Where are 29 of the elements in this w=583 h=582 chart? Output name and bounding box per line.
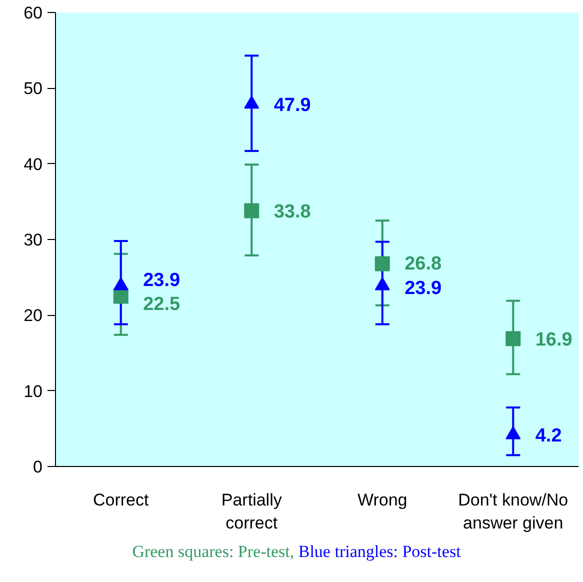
x-tick-label: Wrong: [357, 490, 408, 510]
data-label: 47.9: [274, 95, 311, 116]
y-tick-label: 40: [24, 154, 43, 174]
y-tick-label: 0: [33, 458, 43, 476]
x-tick-label: Partially correct: [221, 490, 282, 532]
point: [506, 426, 521, 440]
point: [244, 95, 260, 109]
data-label: 33.8: [274, 202, 311, 223]
data-label: 23.9: [143, 270, 180, 291]
point: [244, 203, 260, 218]
data-label: 16.9: [535, 330, 572, 351]
point: [374, 277, 390, 290]
y-tick-label: 10: [24, 382, 43, 401]
y-tick-label: 30: [24, 230, 43, 250]
point: [506, 331, 521, 346]
data-label: 4.2: [535, 426, 562, 447]
x-tick-label: Correct: [93, 490, 150, 510]
point: [374, 256, 390, 272]
data-label: 26.8: [404, 254, 442, 275]
point: [113, 277, 128, 290]
data-label: 22.5: [143, 294, 181, 316]
text: Green squares: Pre-test,: [132, 542, 294, 561]
y-tick-label: 50: [24, 79, 43, 98]
point: [113, 288, 128, 304]
text: Blue triangles: Post-test: [298, 542, 461, 561]
y-tick-label: 60: [24, 4, 43, 22]
data-label: 23.9: [404, 278, 442, 299]
x-tick-label: Don't know/No answer given: [458, 490, 568, 532]
y-tick-label: 20: [24, 306, 43, 326]
